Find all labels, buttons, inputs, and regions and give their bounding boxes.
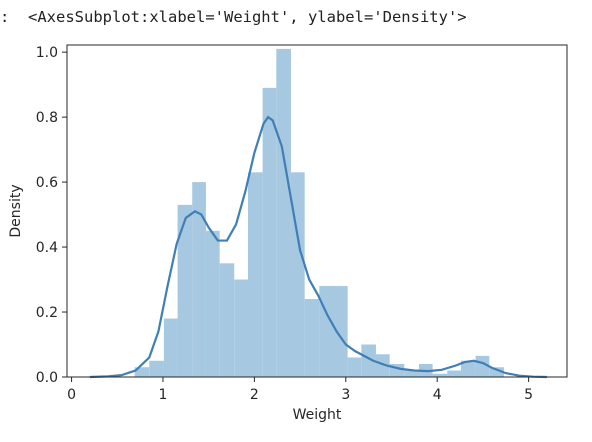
x-tick-label-0: 0 <box>67 387 76 403</box>
histogram-bar-15 <box>347 357 362 377</box>
x-tick-label-5: 5 <box>524 387 533 403</box>
histogram-bar-10 <box>276 48 291 378</box>
histogram-bar-16 <box>361 344 376 377</box>
histogram-bar-13 <box>319 286 333 377</box>
histogram-bar-11 <box>290 172 305 377</box>
axes-frame <box>66 44 568 378</box>
x-tick-label-1: 1 <box>159 387 168 403</box>
histogram-bar-23 <box>460 360 476 377</box>
histogram-bar-19 <box>404 370 419 377</box>
x-tick-label-4: 4 <box>433 387 442 403</box>
y-tick-label-1: 0.2 <box>36 305 58 321</box>
y-tick-label-4: 0.8 <box>36 110 58 126</box>
histogram-bar-7 <box>234 279 248 377</box>
histogram-bar-25 <box>489 367 504 377</box>
histogram-bar-3 <box>177 204 193 377</box>
y-tick-label-5: 1.0 <box>36 45 58 61</box>
y-axis-label: Density <box>8 184 24 237</box>
output-repr: : <AxesSubplot:xlabel='Weight', ylabel='… <box>0 4 467 30</box>
prompt-mark: : <box>0 8 10 26</box>
histogram-bar-1 <box>149 360 164 377</box>
x-axis-ticks: 0 1 2 3 4 5 <box>67 377 533 403</box>
y-tick-label-3: 0.6 <box>36 175 58 191</box>
histogram-bar-22 <box>447 370 461 377</box>
histogram-bar-17 <box>375 354 390 377</box>
histogram-bars <box>134 48 504 378</box>
x-tick-label-2: 2 <box>250 387 259 403</box>
axes-repr-text: <AxesSubplot:xlabel='Weight', ylabel='De… <box>28 8 467 26</box>
y-axis-ticks: 0.0 0.2 0.4 0.6 0.8 1.0 <box>36 45 67 386</box>
histogram-bar-8 <box>247 172 263 377</box>
kde-curve <box>89 115 547 379</box>
histogram-bar-6 <box>219 263 235 377</box>
x-tick-label-3: 3 <box>341 387 350 403</box>
y-tick-label-0: 0.0 <box>36 370 58 386</box>
histogram-bar-9 <box>262 87 277 377</box>
histogram-bar-5 <box>205 230 220 377</box>
histogram-bar-2 <box>163 318 178 377</box>
x-axis-label: Weight <box>293 407 342 423</box>
histogram-bar-14 <box>333 286 348 377</box>
histogram-bar-0 <box>134 367 150 377</box>
histogram-bar-4 <box>192 182 206 377</box>
y-tick-label-2: 0.4 <box>36 240 58 256</box>
histogram-bar-21 <box>432 373 448 377</box>
histogram-bar-12 <box>304 299 320 377</box>
